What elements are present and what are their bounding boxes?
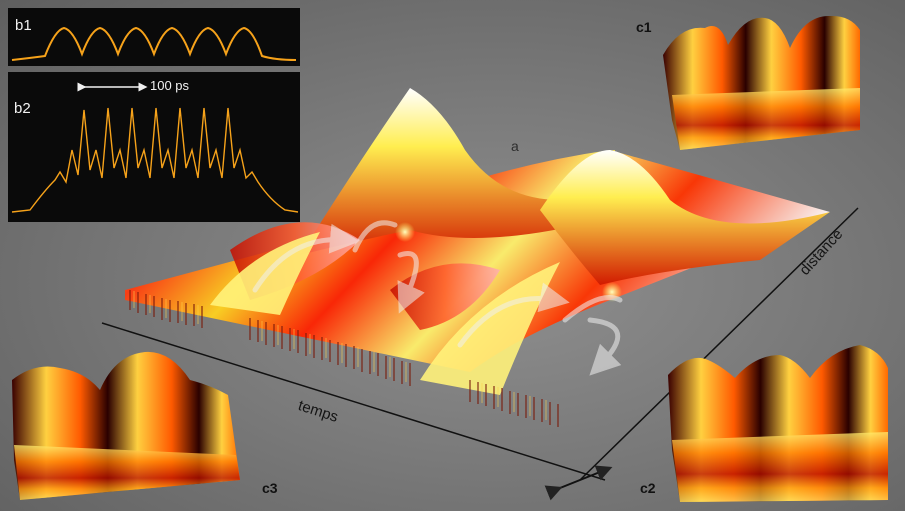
- double-arrow-icon: [544, 465, 613, 501]
- curved-arrow-icon: [252, 220, 623, 376]
- distance-axis-line: [579, 207, 859, 481]
- b2-trace: [11, 107, 299, 213]
- b1-trace: [11, 26, 297, 61]
- panel-label-c1: c1: [636, 19, 652, 35]
- heatmap-c3: [12, 351, 240, 500]
- panel-label-c3: c3: [262, 480, 278, 496]
- panel-label-c2: c2: [640, 480, 656, 496]
- panel-label-a: a: [511, 138, 519, 154]
- panel-label-b1: b1: [15, 17, 32, 34]
- main-surface: [125, 88, 830, 427]
- time-axis-line: [101, 322, 606, 481]
- heatmap-c2: [668, 345, 888, 502]
- heatmap-c1: [663, 15, 860, 150]
- panel-label-b2: b2: [14, 100, 31, 117]
- scale-label: 100 ps: [150, 78, 190, 93]
- inset-b1: [8, 8, 300, 66]
- inset-b2: [8, 72, 300, 222]
